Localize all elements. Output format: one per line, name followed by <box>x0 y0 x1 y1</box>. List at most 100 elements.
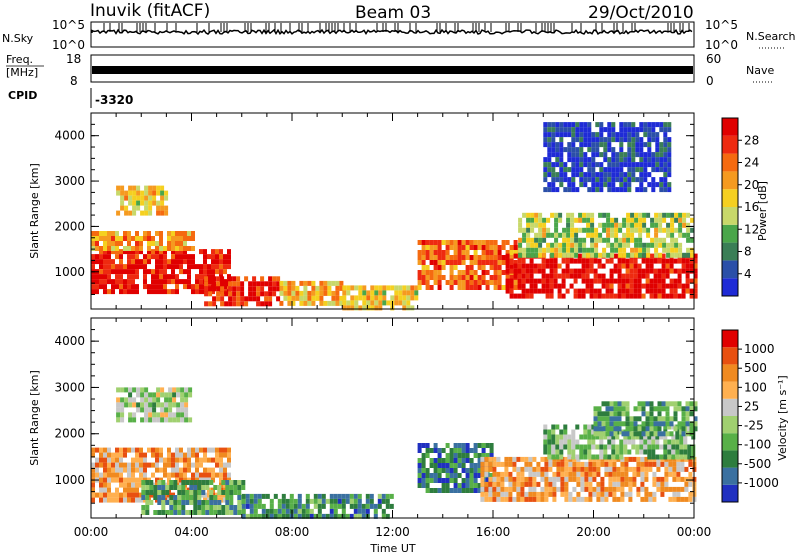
velocity-cell <box>461 483 466 488</box>
velocity-cell <box>433 478 438 483</box>
power-cell <box>534 247 539 253</box>
power-cell <box>143 236 147 241</box>
power-cell <box>566 247 571 253</box>
power-cell <box>559 182 564 188</box>
power-cell <box>663 152 668 158</box>
freq-tick-high: 18 <box>66 52 81 66</box>
power-cell <box>599 152 604 158</box>
power-cell <box>127 231 131 236</box>
velocity-cell <box>159 457 163 463</box>
power-cell <box>638 242 643 248</box>
power-cell <box>441 250 446 255</box>
velocity-cell <box>301 508 306 514</box>
power-cell <box>546 247 551 253</box>
power-cell <box>517 263 522 269</box>
velocity-cell <box>587 434 592 440</box>
power-cell <box>421 260 426 265</box>
velocity-cell <box>229 495 234 500</box>
power-cell <box>538 222 543 228</box>
velocity-cell <box>597 426 602 432</box>
velocity-cell <box>209 495 214 500</box>
power-cell <box>163 246 167 251</box>
power-cell <box>673 288 678 294</box>
velocity-cell <box>160 387 165 393</box>
velocity-cell <box>599 454 604 460</box>
velocity-cell <box>273 508 278 514</box>
power-cell <box>156 190 161 196</box>
velocity-cell <box>548 461 553 467</box>
power-cell <box>597 273 602 279</box>
power-cell <box>437 260 442 265</box>
power-cell <box>91 241 95 246</box>
power-cell <box>358 285 363 291</box>
power-cell <box>469 260 474 265</box>
power-cell <box>663 147 668 153</box>
power-cell <box>220 276 225 282</box>
velocity-cell <box>620 496 625 502</box>
power-cell <box>208 301 213 307</box>
power-cell <box>639 177 644 183</box>
velocity-cell <box>627 439 632 445</box>
velocity-cell <box>120 407 125 413</box>
power-cell <box>366 305 371 311</box>
power-cell <box>425 275 430 280</box>
power-cell <box>685 273 690 279</box>
power-cell <box>103 254 107 260</box>
velocity-cell <box>572 461 577 467</box>
power-cell <box>682 212 687 218</box>
power-cell <box>513 285 518 290</box>
velocity-cell <box>421 473 426 478</box>
velocity-cell <box>195 457 199 463</box>
power-cell <box>622 247 627 253</box>
velocity-cell <box>547 429 552 435</box>
velocity-cell <box>631 439 636 445</box>
power-cell <box>212 276 217 282</box>
power-cell <box>99 231 103 236</box>
power-cell <box>244 301 249 307</box>
power-cell <box>623 187 628 193</box>
power-cell <box>160 200 165 206</box>
power-cell <box>350 305 355 311</box>
power-cell <box>583 132 588 138</box>
velocity-cell <box>429 473 434 478</box>
power-cell <box>626 252 631 258</box>
velocity-cell <box>160 417 165 423</box>
velocity-cell <box>153 485 158 490</box>
power-cell <box>489 250 494 255</box>
power-cell <box>553 273 558 279</box>
velocity-cell <box>544 476 549 482</box>
power-cell <box>175 274 179 280</box>
power-cell <box>542 237 547 243</box>
velocity-cell <box>596 491 601 497</box>
power-cell <box>449 265 454 270</box>
power-cell <box>135 249 139 255</box>
velocity-cell <box>592 466 597 472</box>
power-cell <box>642 227 647 233</box>
power-cell <box>163 249 167 255</box>
power-cell <box>639 147 644 153</box>
velocity-cell <box>591 439 596 445</box>
power-cell <box>602 247 607 253</box>
power-cell <box>457 285 462 290</box>
power-cell <box>615 132 620 138</box>
velocity-cell <box>116 417 121 423</box>
power-cell <box>566 252 571 258</box>
velocity-cell <box>233 510 238 515</box>
power-cell <box>555 177 560 183</box>
power-cell <box>627 147 632 153</box>
velocity-cell <box>161 495 166 500</box>
velocity-cell <box>520 466 525 472</box>
power-cell <box>526 222 531 228</box>
velocity-cell <box>269 498 274 504</box>
power-cell <box>682 252 687 258</box>
velocity-cell <box>597 406 602 412</box>
power-cell <box>473 275 478 280</box>
velocity-cell <box>595 444 600 450</box>
velocity-cell <box>625 426 630 432</box>
power-cell <box>693 288 698 294</box>
velocity-cell <box>489 448 494 453</box>
power-cell <box>195 264 199 270</box>
power-cell <box>223 284 227 290</box>
power-cell <box>227 249 231 255</box>
power-cell <box>509 293 514 299</box>
